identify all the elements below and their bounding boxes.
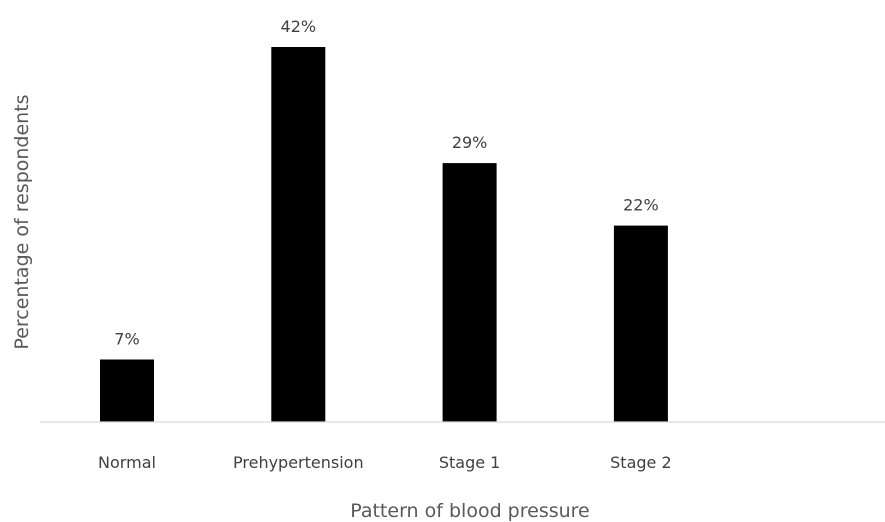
bar-stage-1 bbox=[442, 163, 497, 422]
data-label: 22% bbox=[623, 196, 659, 215]
x-tick-label: Stage 2 bbox=[610, 453, 672, 472]
x-tick-label: Stage 1 bbox=[439, 453, 501, 472]
data-label: 29% bbox=[452, 133, 488, 152]
data-label: 7% bbox=[114, 330, 139, 349]
bar-stage-2 bbox=[613, 225, 668, 422]
y-axis-title: Percentage of respondents bbox=[11, 94, 33, 349]
bar-normal bbox=[100, 359, 154, 422]
data-labels-group: 7% 42% 29% 22% bbox=[114, 17, 658, 349]
bars-group bbox=[100, 47, 668, 422]
x-tick-label: Prehypertension bbox=[233, 453, 364, 472]
bar-prehypertension bbox=[271, 47, 326, 422]
x-axis-title: Pattern of blood pressure bbox=[350, 500, 590, 522]
x-tick-label: Normal bbox=[98, 453, 156, 472]
data-label: 42% bbox=[281, 17, 317, 36]
x-tick-labels-group: Normal Prehypertension Stage 1 Stage 2 bbox=[98, 453, 672, 472]
